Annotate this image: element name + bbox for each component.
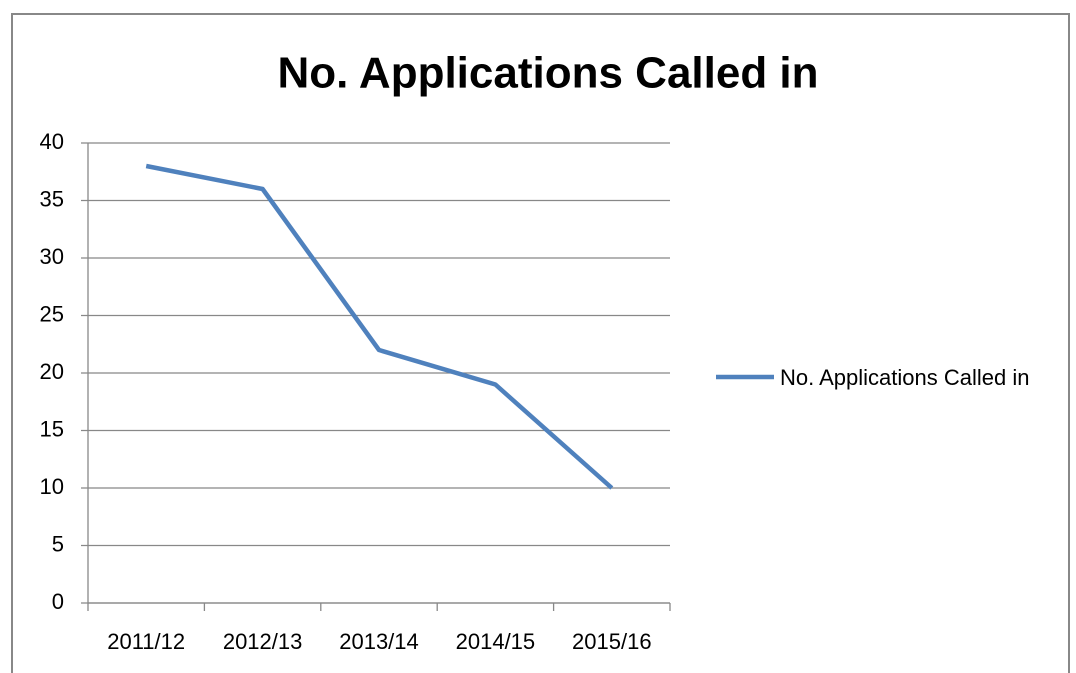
x-tick-label: 2014/15 <box>456 629 536 654</box>
y-tick-label: 30 <box>40 244 64 269</box>
y-tick-label: 40 <box>40 129 64 154</box>
x-tick-label: 2013/14 <box>339 629 419 654</box>
x-tick-label: 2011/12 <box>107 629 185 654</box>
legend-label: No. Applications Called in <box>780 365 1030 390</box>
y-tick-label: 10 <box>40 474 64 499</box>
y-tick-label: 5 <box>52 531 64 556</box>
x-tick-label: 2012/13 <box>223 629 303 654</box>
y-tick-label: 25 <box>40 301 64 326</box>
data-line <box>145 163 614 490</box>
x-tick-label: 2015/16 <box>572 629 652 654</box>
chart-title: No. Applications Called in <box>277 49 818 98</box>
y-tick-label: 35 <box>40 186 64 211</box>
y-tick-label: 0 <box>52 589 64 614</box>
y-tick-label: 20 <box>40 359 64 384</box>
y-tick-label: 15 <box>40 416 64 441</box>
chart-border <box>11 13 1070 673</box>
